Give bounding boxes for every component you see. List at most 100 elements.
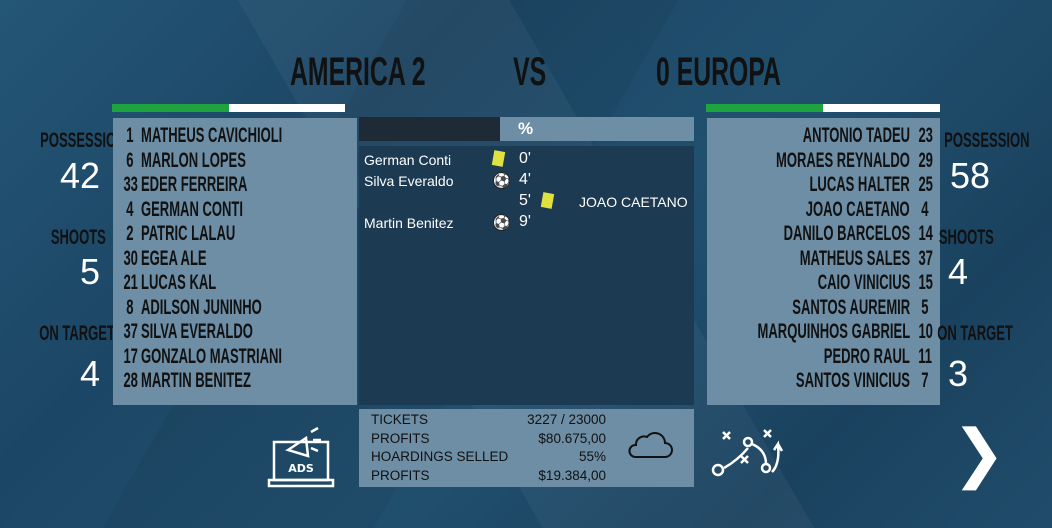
player-row[interactable]: 23 ANTONIO TADEU xyxy=(707,124,940,149)
player-number: 25 xyxy=(918,173,933,196)
player-number: 14 xyxy=(918,222,933,245)
player-row[interactable]: 37 SILVA EVERALDO xyxy=(113,320,357,345)
player-name: SANTOS AUREMIR xyxy=(792,295,910,319)
player-number: 29 xyxy=(918,148,933,172)
player-row[interactable]: 2 PATRIC LALAU xyxy=(113,222,357,247)
player-name: MARLON LOPES xyxy=(141,148,246,172)
event-minute: 5' xyxy=(519,192,531,209)
tactics-icon xyxy=(711,429,784,477)
ads-button[interactable]: ADS xyxy=(266,420,336,490)
event-player: Martin Benitez xyxy=(364,215,454,231)
possession-bar-label: % xyxy=(518,119,534,138)
player-row[interactable]: 25 LUCAS HALTER xyxy=(707,173,940,198)
match-event: JOAO CAETANO 5' xyxy=(359,192,694,213)
player-number: 6 xyxy=(126,148,134,172)
finance-label: TICKETS xyxy=(371,412,429,427)
finance-label: PROFITS xyxy=(371,430,430,446)
away-possession-value: 58 xyxy=(949,155,991,196)
soccer-ball-icon: ⚽ xyxy=(493,214,511,231)
ads-laptop-icon: ADS xyxy=(267,426,335,488)
home-lineup: 1 MATHEUS CAVICHIOLI 6 MARLON LOPES 33 EDER F… xyxy=(113,118,357,405)
finance-value: $19.384,00 xyxy=(538,467,606,483)
player-number: 5 xyxy=(921,295,929,319)
player-name: ADILSON JUNINHO xyxy=(141,295,262,319)
player-name: ANTONIO TADEU xyxy=(802,124,910,147)
away-lineup: 23 ANTONIO TADEU 29 MORAES REYNALDO 25 LUCAS … xyxy=(707,118,940,405)
match-events: German Conti 0' Silva Everaldo 4' ⚽ JOAO CAET… xyxy=(359,146,694,405)
event-minute: 0' xyxy=(519,150,531,167)
player-row[interactable]: 4 GERMAN CONTI xyxy=(113,198,357,223)
player-row[interactable]: 14 DANILO BARCELOS xyxy=(707,222,940,247)
home-possession-label: POSSESSION xyxy=(40,129,126,152)
match-event: Silva Everaldo 4' ⚽ xyxy=(359,171,694,192)
player-row[interactable]: 29 MORAES REYNALDO xyxy=(707,149,940,174)
player-name: GERMAN CONTI xyxy=(141,197,243,221)
player-number: 21 xyxy=(123,271,138,294)
player-number: 10 xyxy=(918,320,933,343)
event-minute: 4' xyxy=(519,171,531,188)
away-possession-label: POSSESSION xyxy=(944,129,1030,152)
player-row[interactable]: 10 MARQUINHOS GABRIEL xyxy=(707,320,940,345)
player-row[interactable]: 5 SANTOS AUREMIR xyxy=(707,296,940,321)
player-row[interactable]: 1 MATHEUS CAVICHIOLI xyxy=(113,124,357,149)
home-team-name: AMERICA xyxy=(290,50,405,94)
player-number: 15 xyxy=(918,271,933,294)
away-score: 0 xyxy=(656,50,670,94)
player-number: 2 xyxy=(126,222,134,245)
possession-bar-fill xyxy=(359,117,500,141)
cloud-icon xyxy=(628,432,673,458)
player-row[interactable]: 6 MARLON LOPES xyxy=(113,149,357,174)
finance-label: PROFITS xyxy=(371,467,430,483)
player-number: 4 xyxy=(126,197,134,221)
player-number: 33 xyxy=(123,173,138,196)
yellow-card-icon xyxy=(540,192,555,209)
match-event: German Conti 0' xyxy=(359,150,694,171)
event-player: JOAO CAETANO xyxy=(579,194,688,210)
player-name: MATHEUS SALES xyxy=(799,246,910,270)
player-number: 37 xyxy=(918,246,933,270)
player-name: PATRIC LALAU xyxy=(141,222,236,245)
player-row[interactable]: 37 MATHEUS SALES xyxy=(707,247,940,272)
player-name: EDER FERREIRA xyxy=(141,173,248,196)
home-possession-value: 42 xyxy=(59,155,101,196)
player-row[interactable]: 11 PEDRO RAUL xyxy=(707,345,940,370)
player-row[interactable]: 30 EGEA ALE xyxy=(113,247,357,272)
yellow-card-icon xyxy=(491,150,506,167)
away-team-score: 0 EUROPA xyxy=(656,50,781,94)
tactics-button[interactable] xyxy=(708,424,788,486)
chevron-right-icon: ❯ xyxy=(952,417,1006,489)
player-row[interactable]: 15 CAIO VINICIUS xyxy=(707,271,940,296)
finance-value: 55% xyxy=(578,449,606,464)
player-name: GONZALO MASTRIANI xyxy=(141,344,283,368)
finance-value: 3227 / 23000 xyxy=(527,412,606,427)
player-row[interactable]: 7 SANTOS VINICIUS xyxy=(707,369,940,394)
player-name: EGEA ALE xyxy=(141,246,207,270)
player-row[interactable]: 8 ADILSON JUNINHO xyxy=(113,296,357,321)
home-score: 2 xyxy=(411,50,426,94)
away-on-target-label: ON TARGET xyxy=(937,322,1013,345)
player-number: 30 xyxy=(123,246,138,270)
player-number: 7 xyxy=(921,369,929,392)
player-row[interactable]: 33 EDER FERREIRA xyxy=(113,173,357,198)
player-name: DANILO BARCELOS xyxy=(783,222,910,245)
event-player: German Conti xyxy=(364,152,452,168)
home-shoots-label: SHOOTS xyxy=(50,226,106,249)
player-name: MARQUINHOS GABRIEL xyxy=(757,320,910,343)
player-number: 1 xyxy=(126,124,134,147)
player-row[interactable]: 21 LUCAS KAL xyxy=(113,271,357,296)
event-player: Silva Everaldo xyxy=(364,173,454,189)
home-on-target-value: 4 xyxy=(79,353,101,394)
player-row[interactable]: 28 MARTIN BENITEZ xyxy=(113,369,357,394)
player-row[interactable]: 17 GONZALO MASTRIANI xyxy=(113,345,357,370)
player-name: MORAES REYNALDO xyxy=(776,148,910,172)
player-name: JOAO CAETANO xyxy=(806,197,910,221)
match-event: Martin Benitez 9' ⚽ xyxy=(359,213,694,234)
player-row[interactable]: 4 JOAO CAETANO xyxy=(707,198,940,223)
player-number: 4 xyxy=(921,197,929,221)
player-name: LUCAS HALTER xyxy=(809,173,910,196)
player-name: MARTIN BENITEZ xyxy=(141,369,251,392)
event-minute: 9' xyxy=(519,213,531,230)
player-name: SILVA EVERALDO xyxy=(141,320,253,343)
next-button[interactable]: ❯ xyxy=(952,418,1006,488)
vs-label: VS xyxy=(500,50,560,94)
